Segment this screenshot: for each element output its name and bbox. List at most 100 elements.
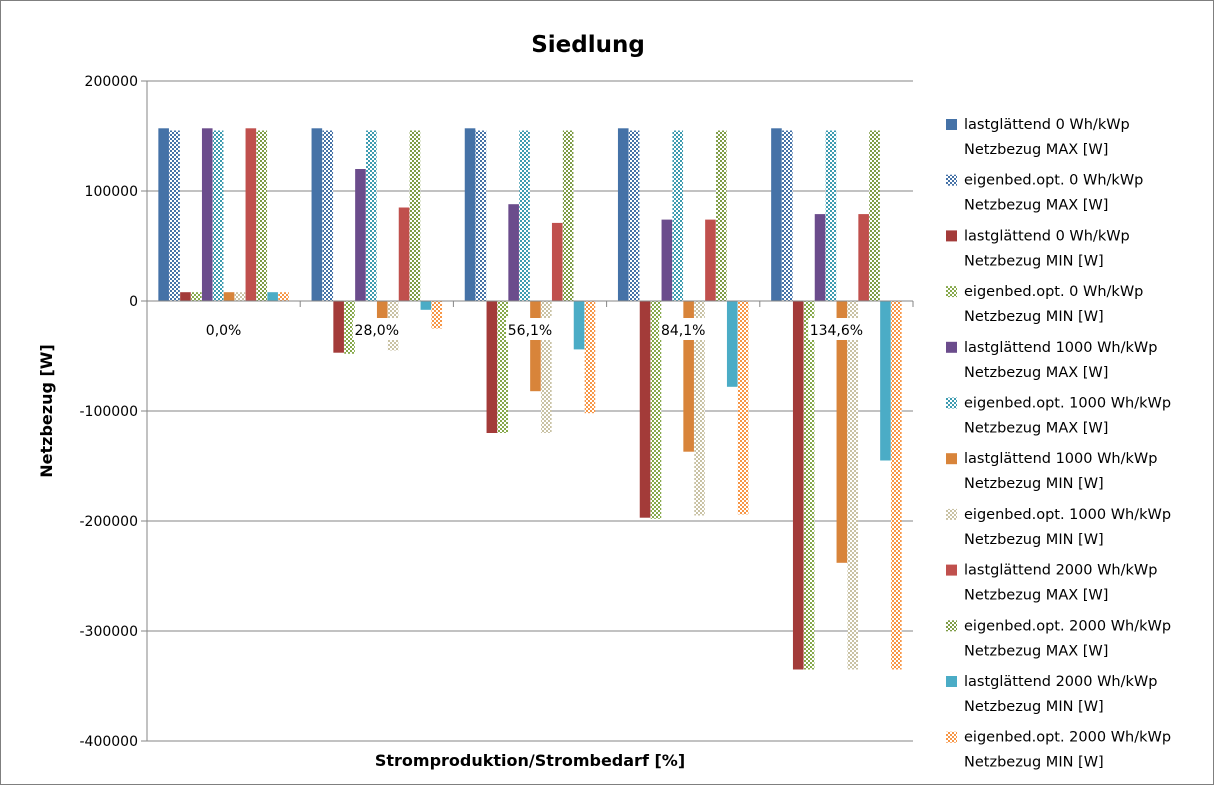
y-tick-label: 100000 (85, 184, 138, 200)
bar (311, 128, 323, 301)
bar (782, 130, 793, 301)
bar (366, 130, 377, 301)
legend-label: Netzbezug MAX [W] (964, 421, 1108, 437)
legend-swatch (946, 676, 957, 687)
legend-swatch (946, 119, 957, 130)
bar (245, 128, 257, 301)
bar (420, 301, 432, 310)
y-tick-label: 0 (129, 294, 138, 310)
y-axis-title: Netzbezug [W] (37, 344, 56, 478)
legend-label: Netzbezug MAX [W] (964, 142, 1108, 158)
bars (158, 128, 902, 670)
bar (584, 301, 596, 414)
bar (650, 301, 662, 519)
gridlines (141, 80, 913, 742)
category-label: 56,1% (508, 323, 552, 339)
legend-label: Netzbezug MIN [W] (964, 532, 1104, 548)
x-axis-title: Stromproduktion/Strombedarf [%] (375, 751, 685, 770)
legend-label: Netzbezug MIN [W] (964, 309, 1104, 325)
bar (573, 301, 585, 350)
bar (409, 130, 421, 301)
bar (256, 130, 268, 301)
category-labels: 0,0% 28,0% 56,1% 84,1% 134,6% (203, 318, 865, 340)
bar (847, 301, 859, 670)
bar (716, 130, 727, 301)
legend-label: Netzbezug MIN [W] (964, 253, 1104, 269)
bar (771, 128, 782, 301)
legend-label: Netzbezug MIN [W] (964, 476, 1104, 492)
legend-swatch (946, 174, 957, 186)
bar (497, 301, 509, 433)
bar (158, 128, 169, 301)
category-label-bg (352, 318, 401, 340)
category-label-bg (203, 318, 244, 340)
bar (398, 207, 410, 301)
bar (475, 130, 487, 301)
bar (267, 292, 278, 301)
y-tick-label: -200000 (80, 514, 139, 530)
bar (562, 130, 574, 301)
bar (869, 130, 880, 301)
category-label: 0,0% (206, 323, 242, 339)
bar (880, 301, 891, 461)
bar (814, 214, 826, 301)
bar (344, 301, 355, 354)
bar (180, 292, 191, 301)
legend-label: Netzbezug MAX [W] (964, 643, 1108, 659)
bar (694, 301, 705, 516)
y-tick-label: -400000 (80, 734, 139, 750)
bar (705, 219, 716, 301)
bar (212, 130, 224, 301)
bar (726, 301, 738, 387)
bar (508, 204, 519, 301)
category-label-bg (506, 318, 554, 340)
y-tick-label: -300000 (80, 624, 139, 640)
bar (333, 301, 344, 353)
y-tick-label: 200000 (85, 74, 138, 90)
legend-label: Netzbezug MIN [W] (964, 699, 1104, 715)
bar (792, 301, 804, 670)
legend-swatch (946, 230, 957, 242)
legend-swatch (946, 564, 957, 576)
bar (891, 301, 902, 670)
bar (836, 301, 848, 563)
bar (639, 301, 651, 518)
bar (530, 301, 541, 392)
legend-label: lastglättend 0 Wh/kWp (964, 117, 1130, 133)
bar (486, 301, 498, 433)
y-tick-label: -100000 (80, 404, 139, 420)
legend-label: eigenbed.opt. 2000 Wh/kWp (964, 730, 1171, 746)
bar (278, 292, 289, 301)
bar (541, 301, 552, 433)
axes (146, 81, 914, 741)
legend-label: lastglättend 0 Wh/kWp (964, 228, 1130, 244)
legend-label: lastglättend 2000 Wh/kWp (964, 563, 1157, 579)
legend-label: Netzbezug MAX [W] (964, 365, 1108, 381)
legend-swatch (946, 508, 957, 520)
bar (617, 128, 629, 301)
bar (322, 130, 334, 301)
legend-swatch (946, 286, 957, 298)
legend-label: lastglättend 2000 Wh/kWp (964, 674, 1157, 690)
bar (683, 301, 694, 452)
bar (519, 130, 530, 301)
legend-label: eigenbed.opt. 0 Wh/kWp (964, 173, 1143, 189)
bar (464, 128, 476, 301)
legend-label: Netzbezug MIN [W] (964, 755, 1104, 771)
legend-label: lastglättend 1000 Wh/kWp (964, 340, 1157, 356)
bar (376, 301, 388, 329)
legend-swatch (946, 620, 957, 632)
legend-swatch (946, 731, 957, 743)
bar (803, 301, 815, 670)
bar (223, 292, 235, 301)
y-tick-labels: 200000 100000 0 -100000 -200000 -300000 -40000… (80, 74, 139, 750)
bar (825, 130, 837, 301)
category-label: 134,6% (810, 323, 863, 339)
bar (551, 222, 563, 301)
bar (355, 169, 366, 301)
legend-label: Netzbezug MAX [W] (964, 198, 1108, 214)
legend-label: eigenbed.opt. 2000 Wh/kWp (964, 618, 1171, 634)
bar (169, 130, 180, 301)
